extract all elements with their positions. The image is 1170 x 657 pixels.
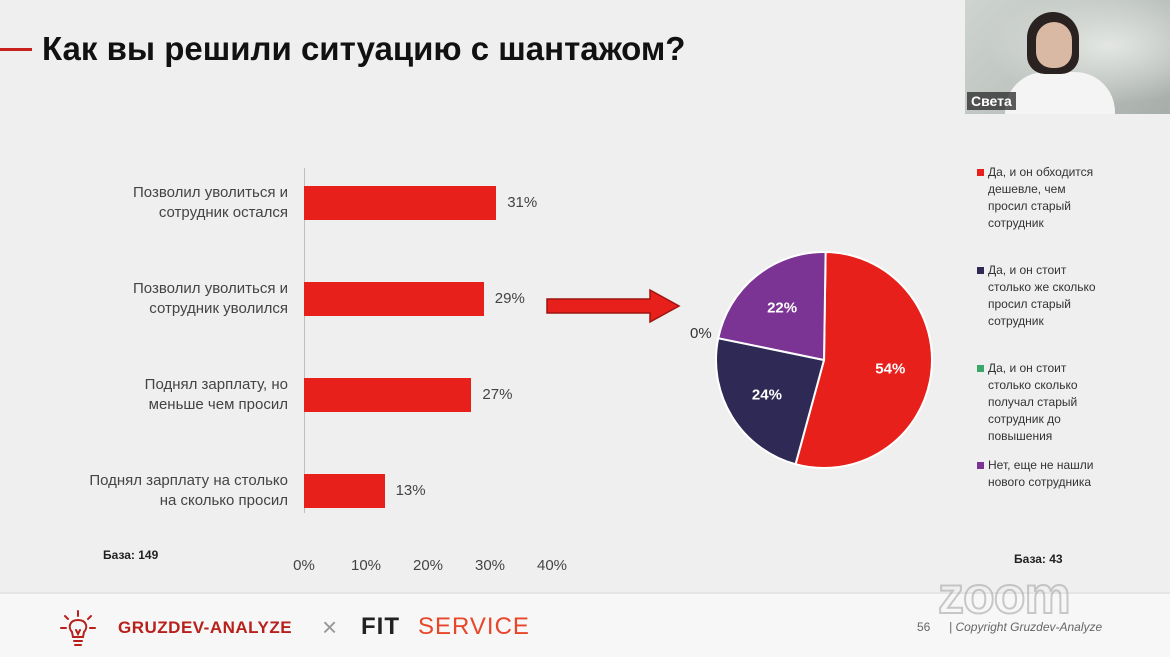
bar-value-label: 13% [395, 482, 426, 499]
title-accent-line [0, 48, 32, 51]
legend-label-line: Да, и он стоит [988, 361, 1067, 375]
legend-item: Да, и он стоит столько же сколько просил с… [977, 262, 1117, 330]
bar [304, 282, 484, 316]
legend-label-line: просил старый [988, 199, 1071, 213]
legend-label-line: сотрудник до [988, 412, 1061, 426]
legend-label: Нет, еще не нашли нового сотрудника [977, 457, 1117, 491]
bar-category-label: Поднял зарплату на столько на сколько про… [38, 471, 288, 511]
legend-label-line: повышения [988, 429, 1053, 443]
legend-label-line: сотрудник [988, 314, 1044, 328]
legend-label-line: столько сколько [988, 378, 1078, 392]
partner-logo-service: SERVICE [418, 613, 530, 640]
bar-category-label-line: Позволил уволиться и [133, 184, 288, 201]
legend-label-line: столько же сколько [988, 280, 1096, 294]
bar-category-label-line: сотрудник остался [158, 204, 288, 221]
legend-swatch [977, 462, 984, 469]
bar-category-label-line: Позволил уволиться и [133, 280, 288, 297]
bar-value-label: 27% [482, 386, 513, 403]
pie-slice-label-zero: 0% [690, 325, 712, 342]
legend-label-line: Нет, еще не нашли [988, 458, 1094, 472]
participant-body [1005, 72, 1115, 114]
bar-category-label-line: сотрудник уволился [149, 300, 288, 317]
footer [0, 592, 1170, 657]
webcam-video-tile[interactable]: Света [965, 0, 1170, 114]
pie-slice-label: 54% [875, 360, 906, 378]
legend-swatch [977, 267, 984, 274]
pie-slice [717, 251, 827, 362]
legend-swatch [977, 169, 984, 176]
bar-chart-axis-line [304, 168, 305, 513]
legend-label-line: сотрудник [988, 216, 1044, 230]
bar-category-label-line: Поднял зарплату на столько [89, 472, 288, 489]
legend-label-line: получал старый [988, 395, 1078, 409]
bar [304, 186, 497, 220]
pie-chart-base-label: База: 43 [1014, 552, 1063, 566]
legend-label: Да, и он стоит столько сколько получал ста… [977, 360, 1117, 445]
lightbulb-logo-icon [60, 610, 96, 646]
legend-item: Да, и он стоит столько сколько получал ста… [977, 360, 1117, 445]
legend-label: Да, и он обходится дешевле, чем просил ста… [977, 164, 1117, 232]
participant-name-tag: Света [967, 92, 1016, 110]
legend-item: Да, и он обходится дешевле, чем просил ста… [977, 164, 1117, 232]
x-axis-tick-label: 30% [474, 557, 506, 574]
legend-item: Нет, еще не нашли нового сотрудника [977, 457, 1117, 491]
bar [304, 474, 385, 508]
legend-label-line: Да, и он обходится [988, 165, 1094, 179]
legend-label-line: Да, и он стоит [988, 263, 1067, 277]
bar-value-label: 29% [494, 290, 525, 307]
pie-slice-label: 24% [751, 386, 782, 404]
pie-slice [794, 250, 933, 469]
bar-category-label-line: Поднял зарплату, но [144, 376, 288, 393]
footer-brand-name: GRUZDEV-ANALYZE [118, 618, 293, 637]
partner-logo-fit: FIT [361, 613, 400, 640]
x-axis-tick-label: 20% [412, 557, 444, 574]
legend-label: Да, и он стоит столько же сколько просил с… [977, 262, 1117, 330]
bar-value-label: 31% [507, 194, 538, 211]
page-title: Как вы решили ситуацию с шантажом? [42, 30, 686, 67]
legend-label-line: просил старый [988, 297, 1071, 311]
x-axis-tick-label: 40% [536, 557, 568, 574]
pie-slice-label: 22% [767, 299, 798, 317]
legend-swatch [977, 365, 984, 372]
bar-category-label-line: меньше чем просил [148, 396, 288, 413]
pie-slice [715, 336, 826, 466]
bar-category-label-line: на сколько просил [159, 492, 288, 509]
x-axis-tick-label: 0% [293, 557, 315, 574]
bar [304, 378, 472, 412]
legend-label-line: дешевле, чем [988, 182, 1066, 196]
pie-chart [715, 250, 933, 469]
copyright-text: | Copyright Gruzdev-Analyze [949, 620, 1103, 634]
bar-category-label: Позволил уволиться и сотрудник остался [38, 183, 288, 223]
bar-category-label: Поднял зарплату, но меньше чем просил [38, 375, 288, 415]
zoom-watermark: zoom [937, 566, 1072, 626]
footer-cross-icon: × [322, 612, 338, 642]
bar-category-label: Позволил уволиться и сотрудник уволился [38, 279, 288, 319]
participant-face [1036, 22, 1072, 68]
page-number: 56 [917, 620, 931, 634]
arrow-right-icon [546, 288, 681, 324]
bar-chart-base-label: База: 149 [103, 548, 159, 562]
legend-label-line: нового сотрудника [988, 475, 1092, 489]
x-axis-tick-label: 10% [350, 557, 382, 574]
